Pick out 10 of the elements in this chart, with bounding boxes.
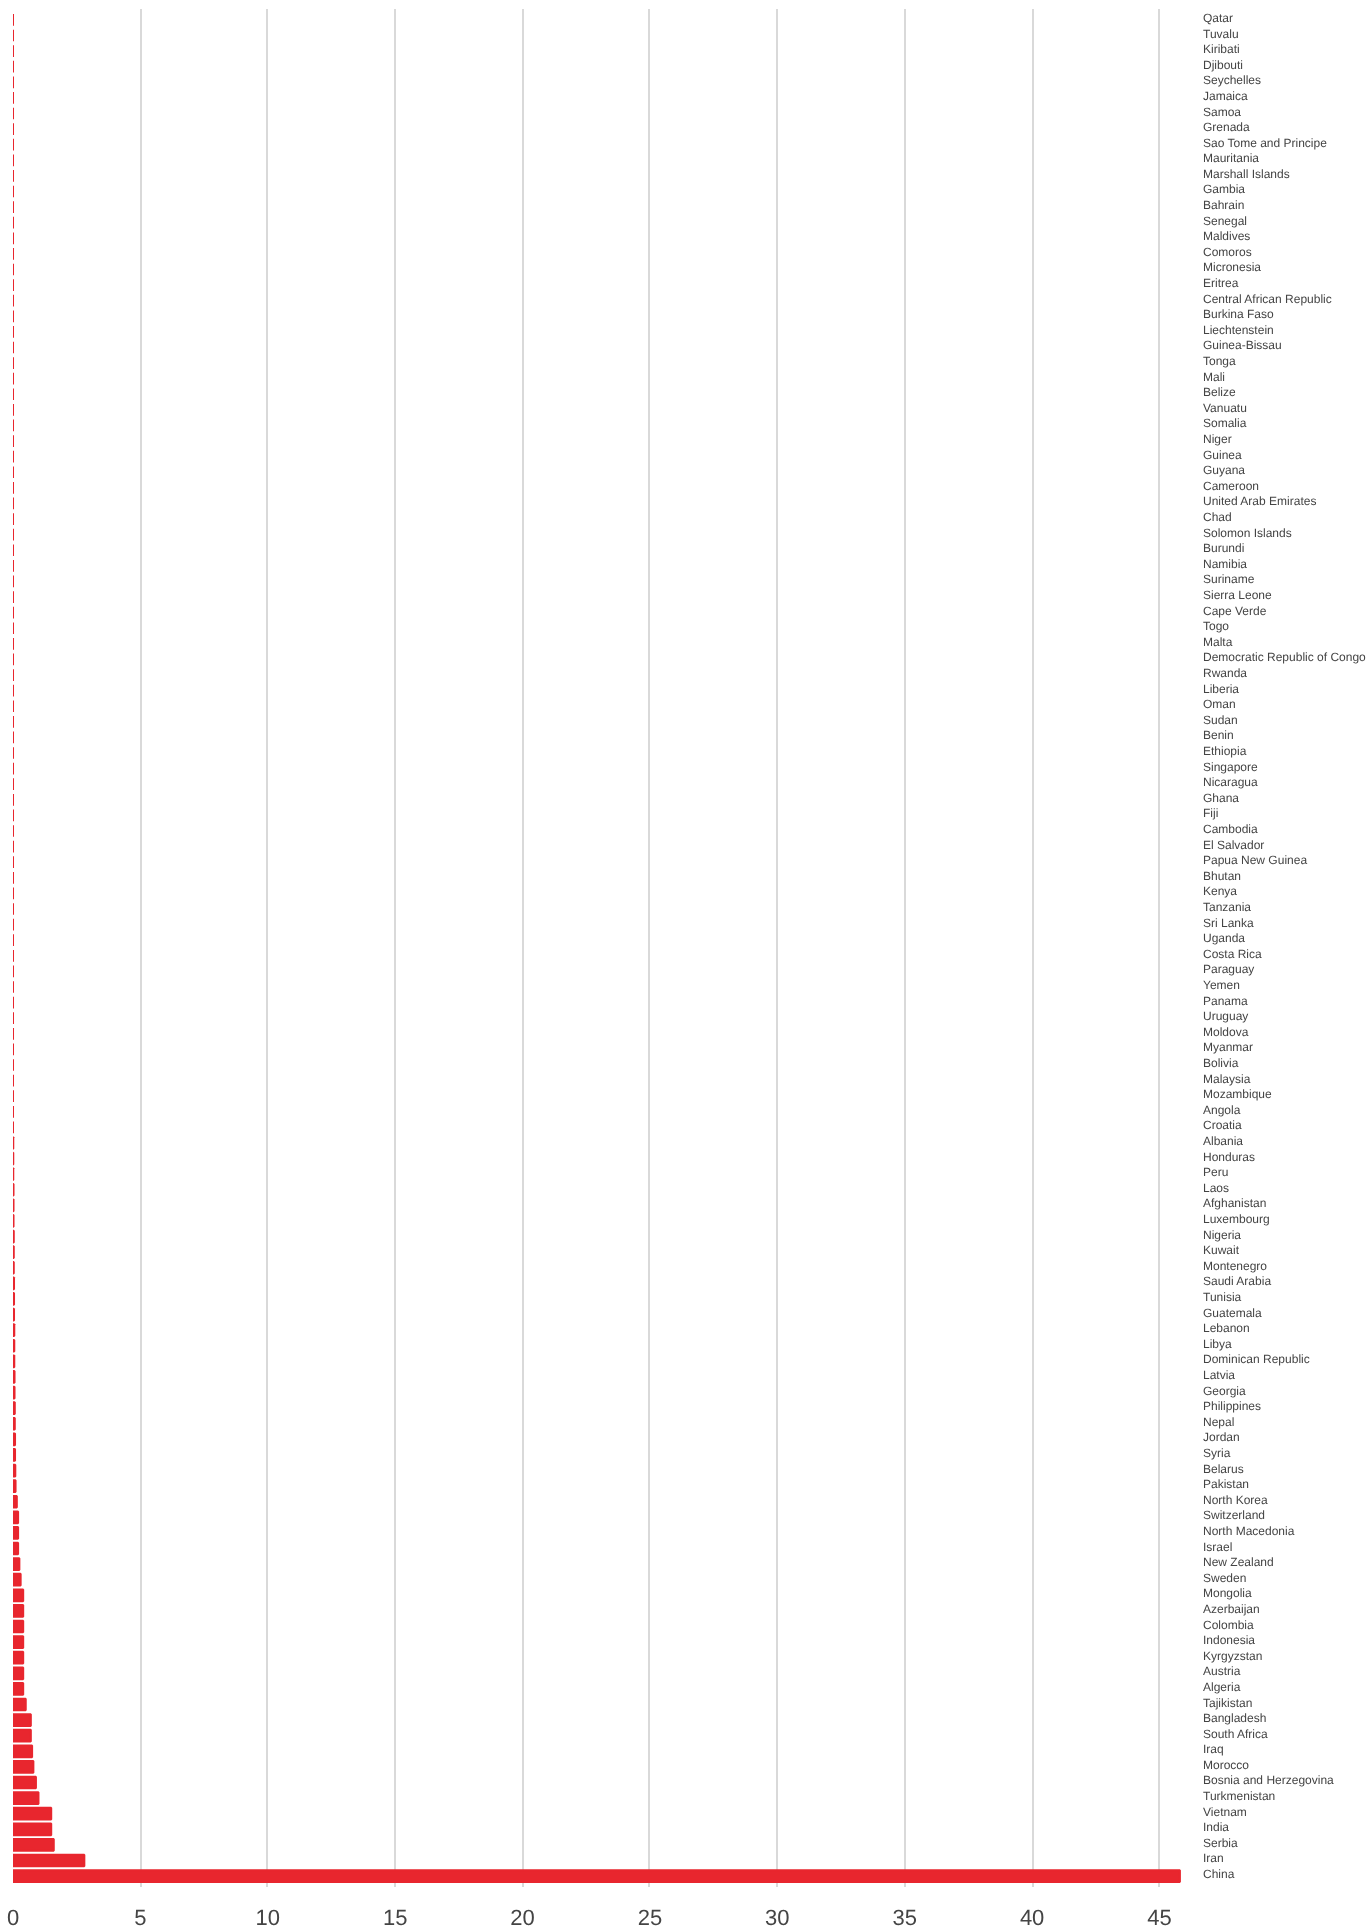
x-tick-label: 45: [1147, 1907, 1172, 1930]
x-tick-label: 10: [255, 1907, 281, 1930]
x-tick-label: 5: [134, 1907, 147, 1930]
x-tick-label: 0: [6, 1907, 20, 1930]
x-tick-label: 20: [510, 1907, 535, 1930]
x-tick-label: 30: [765, 1907, 790, 1930]
x-tick-label: 15: [382, 1907, 408, 1930]
x-tick-label: 25: [637, 1907, 663, 1930]
x-tick-label: 40: [1019, 1907, 1045, 1930]
x-tick-label: 35: [892, 1907, 917, 1930]
